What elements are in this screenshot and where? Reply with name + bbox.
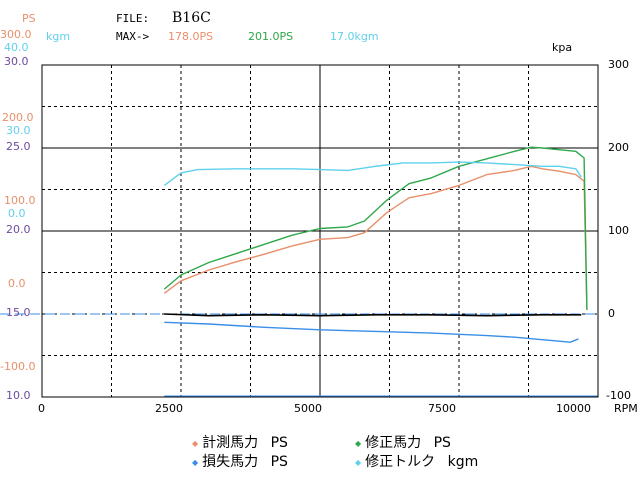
file-label: FILE: xyxy=(116,12,150,25)
max-measured-power: 178.0PS xyxy=(168,30,214,43)
left-tick-purple-10: 10.0 xyxy=(6,389,31,402)
left-tick-orange-neg100: -100.0 xyxy=(0,360,36,373)
series-line-4 xyxy=(164,313,582,317)
left-tick-cyan-0: 0.0 xyxy=(8,207,26,220)
legend-label-torque: 修正トルク xyxy=(365,454,436,470)
legend-dot-measured: ◆ xyxy=(192,438,199,448)
right-tick-300: 300 xyxy=(608,58,629,71)
max-corrected-power: 201.0PS xyxy=(248,30,294,43)
x-tick-2500: 2500 xyxy=(155,402,183,415)
legend-dot-torque: ◆ xyxy=(355,457,362,467)
left-tick-orange-200: 200.0 xyxy=(2,111,34,124)
x-tick-10000: 10000 xyxy=(556,402,591,415)
series-line-0 xyxy=(163,165,588,310)
legend-measured-power: ◆ 計測馬力 PS xyxy=(192,432,288,452)
x-tick-0: 0 xyxy=(38,402,45,415)
legend-corrected-power: ◆ 修正馬力 PS xyxy=(355,432,451,452)
grid xyxy=(0,65,598,397)
left-tick-cyan-40: 40.0 xyxy=(4,41,29,54)
series-line-3 xyxy=(163,161,582,186)
left-tick-cyan-30: 30.0 xyxy=(6,124,31,137)
left-tick-orange-100: 100.0 xyxy=(4,194,36,207)
kgm-unit-label: kgm xyxy=(46,30,71,43)
plot-frame xyxy=(41,64,599,398)
right-tick-0: 0 xyxy=(608,307,615,320)
left-tick-purple-30: 30.0 xyxy=(4,55,29,68)
right-tick-neg100: -100 xyxy=(606,389,631,402)
legend-unit-corrected: PS xyxy=(433,435,451,451)
legend-label-corrected: 修正馬力 xyxy=(365,435,422,451)
right-axis-unit: kpa xyxy=(552,41,573,54)
legend-label-loss: 損失馬力 xyxy=(202,454,259,470)
max-label: MAX-> xyxy=(116,30,150,43)
left-tick-orange-0: 0.0 xyxy=(8,277,26,290)
x-axis-rpm-label: RPM xyxy=(614,402,638,415)
legend-unit-torque: kgm xyxy=(447,454,479,470)
legend-unit-loss: PS xyxy=(270,454,288,470)
left-tick-purple-15: 15.0 xyxy=(6,306,31,319)
left-tick-purple-25: 25.0 xyxy=(6,140,31,153)
legend-dot-corrected: ◆ xyxy=(355,438,362,448)
legend-corrected-torque: ◆ 修正トルク kgm xyxy=(355,451,478,471)
file-name: B16C xyxy=(172,10,211,26)
max-torque: 17.0kgm xyxy=(330,30,379,43)
series-layer xyxy=(163,146,588,343)
ps-unit-label: PS xyxy=(22,12,36,25)
x-tick-5000: 5000 xyxy=(294,402,322,415)
x-tick-7500: 7500 xyxy=(428,402,456,415)
legend-loss-power: ◆ 損失馬力 PS xyxy=(192,451,288,471)
left-tick-orange-300: 300.0 xyxy=(0,28,32,41)
legend-unit-measured: PS xyxy=(270,435,288,451)
legend-label-measured: 計測馬力 xyxy=(202,435,259,451)
series-line-1 xyxy=(163,146,588,310)
legend-dot-loss: ◆ xyxy=(192,457,199,467)
series-line-2 xyxy=(164,321,579,343)
left-tick-purple-20: 20.0 xyxy=(6,223,31,236)
right-tick-100: 100 xyxy=(608,224,629,237)
right-tick-200: 200 xyxy=(608,141,629,154)
